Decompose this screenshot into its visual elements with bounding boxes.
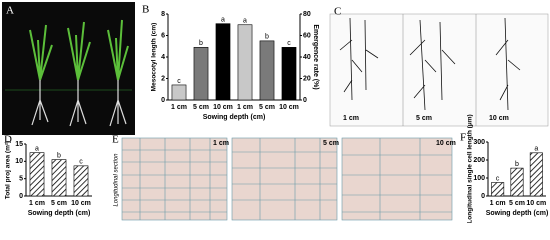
significance-letter: b bbox=[199, 40, 203, 47]
bar bbox=[29, 152, 45, 197]
y-tick-label: 0 bbox=[19, 193, 23, 200]
bar bbox=[193, 47, 209, 101]
caption: 1 cm bbox=[343, 115, 359, 122]
bar bbox=[491, 182, 505, 197]
bar bbox=[171, 84, 187, 101]
y2-tick-label: 0 bbox=[303, 97, 307, 104]
bar bbox=[51, 159, 67, 197]
y2-tick-label: 20 bbox=[303, 75, 311, 82]
y-tick-label: 15 bbox=[15, 141, 23, 148]
y-tick-label: 200 bbox=[473, 157, 485, 164]
x-tick-label: 1 cm bbox=[29, 200, 45, 207]
y-tick-label: 100 bbox=[473, 175, 485, 182]
y-tick-label: 10 bbox=[15, 158, 23, 165]
x-tick-label: 10 cm bbox=[279, 104, 299, 111]
panel-label: C bbox=[334, 6, 341, 18]
y-tick-label: 5 bbox=[19, 176, 23, 183]
y-axis-label: Longitudinal single cell length (μm) bbox=[467, 114, 474, 223]
bar bbox=[237, 24, 253, 101]
significance-letter: c bbox=[177, 78, 181, 85]
y-tick-label: 0 bbox=[161, 97, 165, 104]
y-tick-label: 4 bbox=[161, 54, 165, 61]
significance-letter: a bbox=[221, 17, 225, 24]
y2-tick-label: 60 bbox=[303, 32, 311, 39]
caption: 10 cm bbox=[436, 140, 456, 147]
significance-letter: b bbox=[265, 34, 269, 41]
x-tick-label: 1 cm bbox=[237, 104, 253, 111]
y2-tick-label: 40 bbox=[303, 54, 311, 61]
panel-c-photo bbox=[329, 13, 549, 127]
caption: 1 cm bbox=[213, 140, 229, 147]
y-tick-label: 2 bbox=[161, 75, 165, 82]
significance-letter: c bbox=[496, 175, 500, 182]
significance-letter: a bbox=[35, 146, 39, 153]
y-axis-label: Mesocotyl length (cm) bbox=[151, 23, 158, 92]
caption: 5 cm bbox=[416, 115, 432, 122]
significance-letter: a bbox=[534, 146, 538, 153]
y-axis-label: Total proj area (m²) bbox=[5, 141, 12, 199]
bar bbox=[529, 152, 543, 197]
significance-letter: b bbox=[515, 161, 519, 168]
bar bbox=[281, 47, 297, 101]
panel-e-photo bbox=[121, 137, 453, 221]
x-tick-label: 5 cm bbox=[509, 200, 525, 207]
y2-tick-label: 80 bbox=[303, 11, 311, 18]
significance-letter: c bbox=[287, 40, 291, 47]
x-tick-label: 1 cm bbox=[171, 104, 187, 111]
x-tick-label: 1 cm bbox=[490, 200, 506, 207]
bar bbox=[259, 40, 275, 101]
panel-label: D bbox=[4, 134, 12, 146]
panel-a-photo bbox=[2, 2, 135, 135]
x-tick-label: 5 cm bbox=[193, 104, 209, 111]
x-axis-label: Sowing depth (cm) bbox=[486, 210, 549, 217]
x-axis-label: Sowing depth (cm) bbox=[203, 114, 266, 121]
x-tick-label: 5 cm bbox=[259, 104, 275, 111]
side-label: Longitudinal section bbox=[114, 153, 120, 207]
panel-label: B bbox=[142, 4, 149, 16]
caption: 10 cm bbox=[489, 115, 509, 122]
x-tick-label: 10 cm bbox=[71, 200, 91, 207]
significance-letter: b bbox=[57, 152, 61, 159]
bar bbox=[215, 23, 231, 101]
figure: A C 1 cm 5 cm 10 cm E Longitudinal secti… bbox=[2, 2, 549, 223]
panel-label: E bbox=[112, 134, 119, 146]
y-tick-label: 8 bbox=[161, 11, 165, 18]
y-tick-label: 0 bbox=[481, 193, 485, 200]
x-axis-label: Sowing depth (cm) bbox=[28, 210, 91, 217]
y-tick-label: 6 bbox=[161, 32, 165, 39]
x-tick-label: 5 cm bbox=[51, 200, 67, 207]
bar bbox=[510, 167, 524, 197]
x-tick-label: 10 cm bbox=[213, 104, 233, 111]
caption: 5 cm bbox=[323, 140, 339, 147]
panel-label: F bbox=[460, 132, 466, 144]
y-tick-label: 300 bbox=[473, 139, 485, 146]
y2-axis-label: Emergence rate (%) bbox=[312, 24, 319, 89]
x-tick-label: 10 cm bbox=[526, 200, 546, 207]
significance-letter: c bbox=[79, 159, 83, 166]
significance-letter: a bbox=[243, 18, 247, 25]
bar bbox=[73, 165, 89, 197]
panel-label: A bbox=[6, 5, 14, 17]
